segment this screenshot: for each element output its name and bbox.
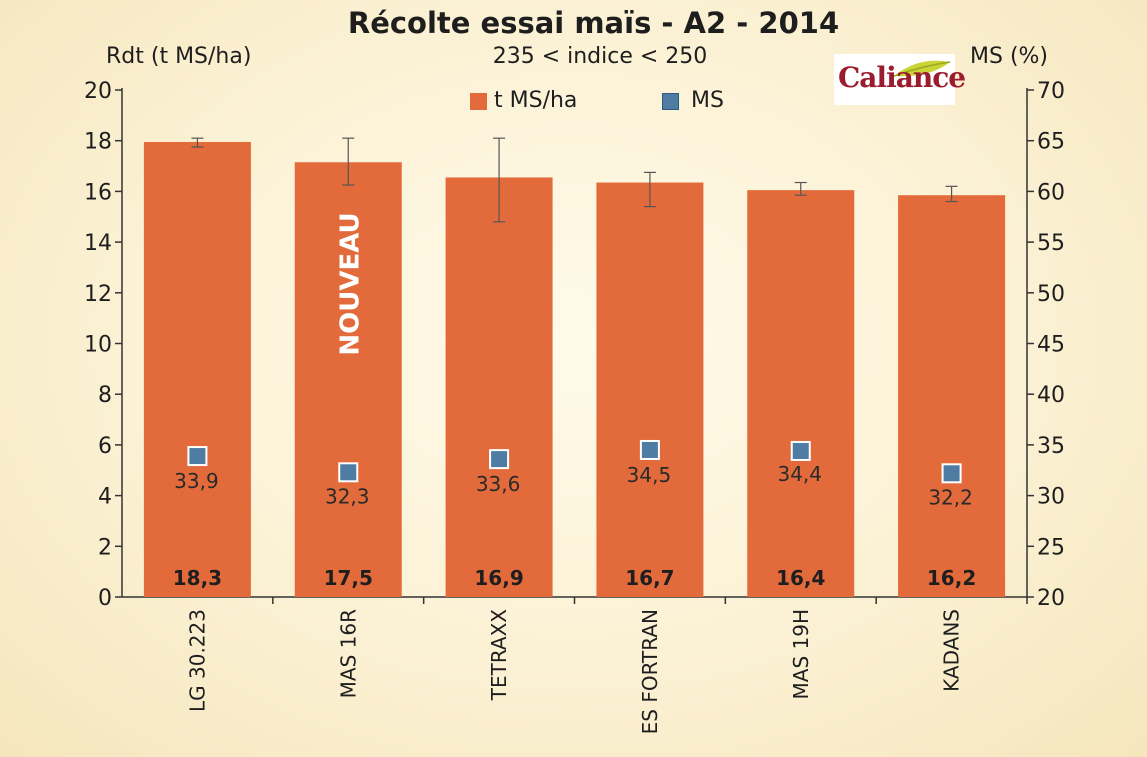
- bar: [747, 190, 855, 597]
- x-category-label: MAS 16R: [336, 609, 360, 698]
- bar: [898, 195, 1006, 597]
- ms-marker: [639, 439, 660, 460]
- ms-value-label: 32,3: [325, 484, 370, 508]
- y-right-tick-label: 35: [1037, 434, 1065, 459]
- y-left-tick-label: 20: [84, 79, 112, 104]
- bar: [143, 141, 251, 597]
- bar-value-label: 17,5: [324, 566, 373, 590]
- chart-subtitle: 235 < indice < 250: [492, 44, 708, 69]
- logo-leaf-icon: [893, 60, 951, 77]
- y-right-tick-label: 70: [1037, 79, 1065, 104]
- ms-value-label: 34,5: [627, 463, 672, 487]
- y-left-tick-label: 16: [84, 180, 112, 205]
- y-right-tick-label: 40: [1037, 383, 1065, 408]
- y-left-tick-label: 18: [84, 130, 112, 155]
- bar: [596, 182, 704, 597]
- logo-text: Caliance: [838, 61, 966, 94]
- caliance-logo: Caliance: [834, 54, 966, 105]
- ms-marker: [338, 462, 359, 483]
- y-left-tick-label: 8: [98, 383, 112, 408]
- ms-value-label: 33,9: [174, 469, 219, 493]
- annotation-nouveau: NOUVEAU: [335, 212, 365, 355]
- y-right-tick-label: 50: [1037, 282, 1065, 307]
- legend-label-markers: MS: [691, 88, 724, 113]
- y-axis-right-label: MS (%): [970, 44, 1049, 69]
- y-right-tick-label: 60: [1037, 180, 1065, 205]
- bar-value-label: 16,7: [625, 566, 674, 590]
- y-left-tick-label: 6: [98, 434, 112, 459]
- x-category-label: TETRAXX: [487, 609, 511, 702]
- ms-marker: [941, 463, 962, 484]
- ms-marker: [790, 440, 811, 461]
- bar-value-label: 16,9: [474, 566, 523, 590]
- ms-value-label: 34,4: [777, 462, 822, 486]
- x-category-label: MAS 19H: [789, 609, 813, 699]
- legend-swatch-marker: [662, 93, 679, 110]
- legend-swatch-bar: [470, 93, 487, 110]
- bar-value-label: 18,3: [173, 566, 222, 590]
- ms-marker: [489, 449, 510, 470]
- bar: [445, 177, 553, 597]
- y-axis-left-label: Rdt (t MS/ha): [106, 44, 252, 69]
- legend-label-bars: t MS/ha: [494, 88, 578, 113]
- x-category-label: LG 30.223: [185, 609, 209, 712]
- ms-value-label: 33,6: [476, 472, 521, 496]
- bar: [294, 162, 402, 597]
- y-left-tick-label: 0: [98, 586, 112, 611]
- chart-title: Récolte essai maïs - A2 - 2014: [347, 6, 840, 40]
- ms-marker: [187, 446, 208, 467]
- y-left-tick-label: 12: [84, 282, 112, 307]
- x-category-label: ES FORTRAN: [638, 609, 662, 734]
- y-left-tick-label: 4: [98, 485, 112, 510]
- bar-value-label: 16,4: [776, 566, 825, 590]
- y-left-tick-label: 10: [84, 333, 112, 358]
- y-right-tick-label: 25: [1037, 535, 1065, 560]
- y-right-tick-label: 65: [1037, 130, 1065, 155]
- bar-value-label: 16,2: [927, 566, 976, 590]
- y-right-tick-label: 55: [1037, 231, 1065, 256]
- y-left-tick-label: 14: [84, 231, 112, 256]
- y-right-tick-label: 45: [1037, 333, 1065, 358]
- x-category-label: KADANS: [940, 609, 964, 692]
- ms-value-label: 32,2: [928, 485, 973, 509]
- y-right-tick-label: 30: [1037, 485, 1065, 510]
- y-right-tick-label: 20: [1037, 586, 1065, 611]
- y-left-tick-label: 2: [98, 535, 112, 560]
